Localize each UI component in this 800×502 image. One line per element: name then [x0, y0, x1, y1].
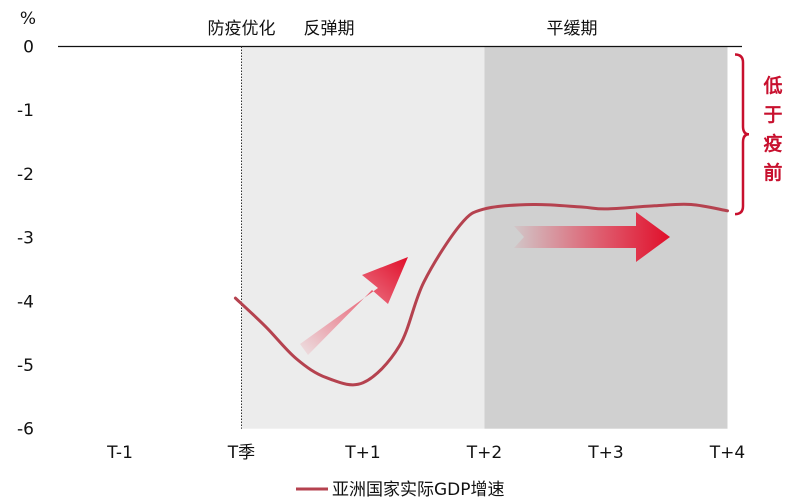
y-tick-label: -4 — [17, 292, 34, 312]
y-tick-label: -3 — [17, 229, 34, 249]
x-tick-label: T+3 — [587, 443, 623, 463]
phase-label-rebound: 反弹期 — [304, 19, 355, 39]
phase-label-policy: 防疫优化 — [208, 19, 276, 39]
note-char: 疫 — [763, 132, 782, 155]
below-pre-pandemic-brace — [734, 53, 750, 216]
y-tick-label: -2 — [17, 165, 34, 185]
plateau-right-arrow — [514, 212, 670, 262]
y-tick-label: -6 — [17, 420, 34, 440]
shade-rebound-phase — [241, 46, 485, 429]
y-tick-label: -5 — [17, 356, 34, 376]
x-tick-label: T+4 — [709, 443, 745, 463]
x-tick-label: T季 — [227, 443, 255, 463]
phase-label-plateau: 平缓期 — [547, 19, 598, 39]
y-axis: 0 -1 -2 -3 -4 -5 -6 — [17, 38, 34, 440]
gdp-series-line — [233, 202, 729, 387]
rebound-up-arrow — [300, 257, 408, 355]
y-tick-label: 0 — [23, 38, 34, 58]
note-char: 低 — [762, 74, 782, 97]
x-tick-label: T+2 — [466, 443, 502, 463]
x-axis: T-1 T季 T+1 T+2 T+3 T+4 — [106, 443, 745, 463]
note-char: 于 — [763, 104, 782, 126]
note-char: 前 — [763, 161, 782, 184]
x-tick-label: T-1 — [106, 443, 133, 463]
x-tick-label: T+1 — [344, 443, 380, 463]
y-axis-unit: % — [20, 9, 36, 29]
y-tick-label: -1 — [17, 101, 34, 121]
legend-label: 亚洲国家实际GDP增速 — [332, 480, 505, 500]
